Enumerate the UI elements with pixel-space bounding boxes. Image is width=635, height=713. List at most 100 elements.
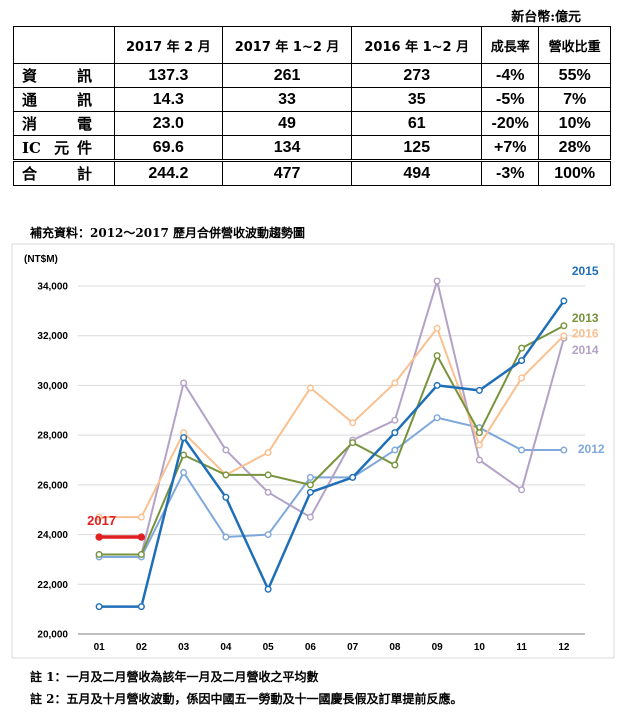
x-tick-label: 01 (94, 642, 106, 653)
table-cell: 10% (538, 111, 611, 136)
table-cell: -4% (481, 63, 540, 88)
supplement-title: 補充資料：2012～2017 歷月合併營收波動趨勢圖 (30, 226, 305, 240)
x-tick-label: 11 (516, 642, 527, 653)
series-label-2012: 2012 (578, 442, 605, 456)
data-point-2015 (475, 386, 483, 394)
data-point-2013 (137, 550, 145, 558)
data-point-2012 (391, 446, 399, 454)
series-line-2015 (99, 300, 565, 608)
data-point-2012 (264, 531, 272, 539)
data-point-2015 (349, 473, 357, 481)
x-tick-label: 08 (389, 642, 401, 653)
series-label-2013: 2013 (572, 311, 599, 325)
table-cell: -3% (481, 159, 540, 186)
series-label-2015: 2015 (572, 264, 599, 278)
table-cell: 33 (221, 87, 353, 112)
data-point-2012 (180, 468, 188, 476)
row-label: 消電 (13, 111, 115, 136)
table-total-row: 合計 244.2 477 494 -3% 100% (13, 159, 611, 186)
table-cell: 61 (351, 111, 483, 136)
y-tick-label: 22,000 (37, 580, 68, 591)
data-point-2016 (560, 332, 568, 340)
data-point-2013 (391, 461, 399, 469)
data-point-2014 (433, 277, 441, 285)
data-point-2017 (95, 533, 103, 541)
series-label-2014: 2014 (572, 343, 599, 357)
data-point-2012 (222, 533, 230, 541)
data-point-2013 (95, 550, 103, 558)
data-point-2015 (518, 357, 526, 365)
row-label: IC 元件 (13, 135, 115, 161)
data-point-2016 (349, 419, 357, 427)
data-point-2014 (518, 486, 526, 494)
table-cell: 137.3 (114, 63, 223, 88)
table-cell: 49 (221, 111, 353, 136)
y-tick-label: 32,000 (37, 331, 68, 342)
x-tick-label: 07 (347, 642, 359, 653)
x-tick-label: 04 (220, 642, 232, 653)
data-point-2016 (433, 324, 441, 332)
data-point-2013 (518, 344, 526, 352)
data-point-2012 (306, 473, 314, 481)
data-point-2016 (518, 374, 526, 382)
data-point-2016 (95, 513, 103, 521)
table-row: IC 元件 69.6 134 125 +7% 28% (13, 135, 611, 161)
data-point-2012 (433, 414, 441, 422)
table-cell: 134 (221, 135, 353, 161)
y-tick-label: 34,000 (37, 282, 68, 293)
table-header-cell: 2017 年 2 月 (114, 26, 223, 64)
x-tick-label: 05 (263, 642, 275, 653)
table-cell: 69.6 (114, 135, 223, 161)
x-tick-label: 02 (136, 642, 148, 653)
data-point-2014 (306, 513, 314, 521)
table-cell: +7% (481, 135, 540, 161)
table-cell: 261 (221, 63, 353, 88)
data-point-2013 (306, 481, 314, 489)
data-point-2014 (264, 488, 272, 496)
data-point-2015 (137, 603, 145, 611)
data-point-2016 (264, 449, 272, 457)
y-tick-label: 28,000 (37, 431, 68, 442)
row-label: 資訊 (13, 63, 115, 88)
series-line-2016 (99, 327, 565, 519)
data-point-2014 (180, 379, 188, 387)
data-point-2013 (560, 322, 568, 330)
data-point-2017 (137, 533, 146, 541)
y-tick-label: 30,000 (37, 381, 68, 392)
table-cell: 100% (538, 159, 611, 186)
chart-frame (11, 243, 615, 659)
data-point-2015 (433, 381, 441, 389)
x-tick-label: 06 (305, 642, 317, 653)
revenue-trend-chart: 20,000 22,000 24,000 26,000 28,000 30,000 32,0… (11, 243, 615, 659)
table-row: 通訊 14.3 33 35 -5% 7% (13, 87, 611, 112)
y-axis-label: (NT$M) (24, 254, 58, 265)
data-point-2016 (306, 384, 314, 392)
table-cell: 477 (221, 159, 353, 186)
data-point-2013 (433, 352, 441, 360)
table-cell: -20% (481, 111, 540, 136)
table-cell: 23.0 (114, 111, 223, 136)
data-point-2016 (475, 441, 483, 449)
x-tick-label: 09 (432, 642, 444, 653)
row-label: 通訊 (13, 87, 115, 112)
table-header-row: 2017 年 2 月 2017 年 1~2 月 2016 年 1~2 月 成長率… (13, 26, 611, 64)
data-point-2014 (391, 416, 399, 424)
table-cell: 244.2 (114, 159, 223, 186)
table-cell: 28% (538, 135, 611, 161)
x-tick-label: 12 (558, 642, 570, 653)
table-header-cell (13, 26, 115, 64)
table-cell: 125 (351, 135, 483, 161)
footnote-2: 註 2：五月及十月營收波動，係因中國五一勞動及十一國慶長假及訂單提前反應。 (30, 692, 463, 706)
currency-unit-note: 新台幣:億元 (511, 10, 581, 25)
data-point-2013 (475, 429, 483, 437)
table-cell: 494 (351, 159, 483, 186)
data-point-2016 (137, 513, 145, 521)
data-point-2013 (349, 439, 357, 447)
x-tick-label: 10 (474, 642, 486, 653)
data-point-2015 (180, 434, 188, 442)
data-point-2015 (306, 488, 314, 496)
table-cell: 7% (538, 87, 611, 112)
table-header-cell: 2016 年 1~2 月 (351, 26, 483, 64)
table-cell: 273 (351, 63, 483, 88)
table-cell: 14.3 (114, 87, 223, 112)
